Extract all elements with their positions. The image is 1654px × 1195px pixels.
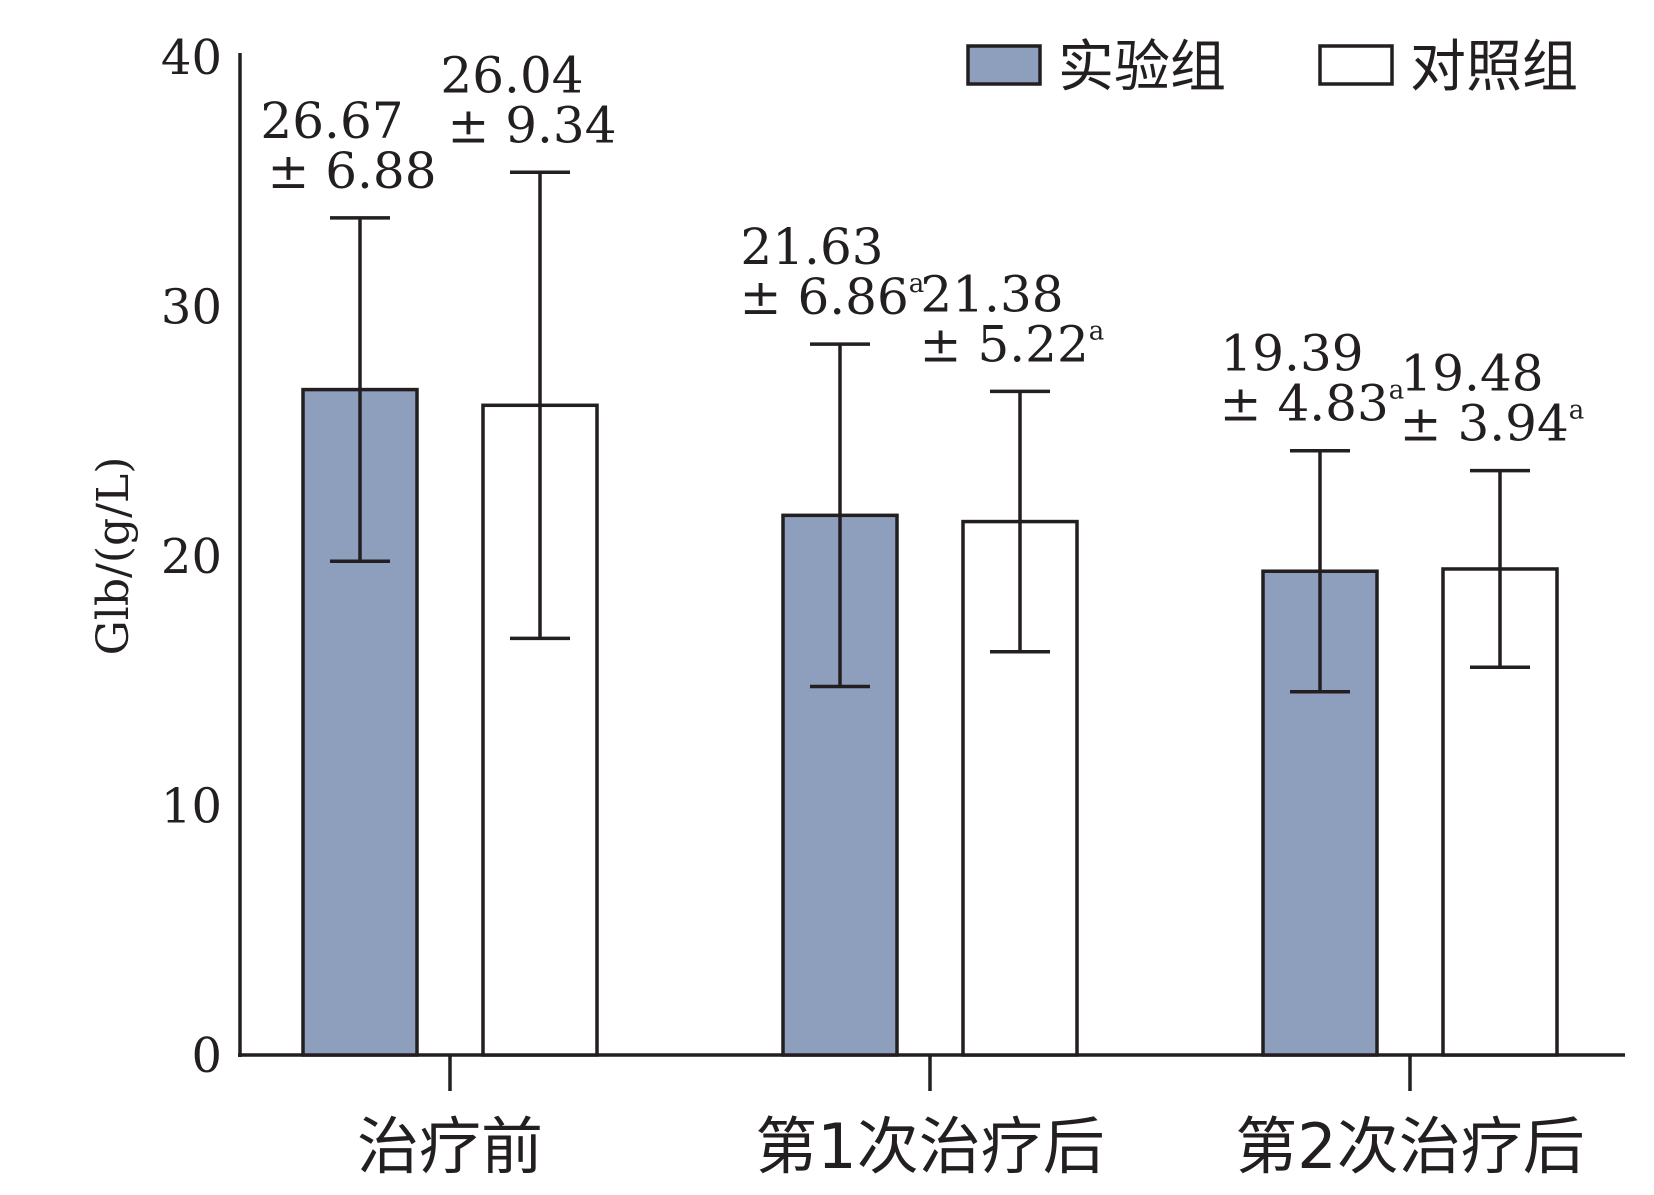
data-label-mean: 26.04 (440, 46, 583, 104)
legend-label: 对照组 (1410, 35, 1578, 100)
axes: 0 10 20 30 40 Glb/(g/L) 治疗前 第1次治疗后 第2次治疗后 (88, 30, 1625, 1183)
significance-mark: a (1389, 376, 1405, 406)
data-label-sd: ± 5.22a (920, 315, 1105, 373)
legend-swatch (966, 44, 1042, 86)
x-tick-label: 治疗前 (357, 1110, 543, 1183)
x-tick-label: 第1次治疗后 (755, 1110, 1104, 1183)
significance-mark: a (909, 269, 925, 299)
y-tick-label: 20 (161, 529, 222, 585)
y-tick-label: 30 (161, 280, 222, 336)
bar (481, 403, 599, 1057)
data-label-sd: ± 9.34 (447, 96, 616, 154)
data-label-sd: ± 6.86a (740, 268, 925, 326)
data-label-sd: ± 4.83a (1220, 375, 1405, 433)
data-label-sd: ± 6.88 (267, 142, 436, 200)
significance-mark: a (1089, 316, 1105, 346)
y-tick-label: 40 (161, 30, 222, 86)
legend-label: 实验组 (1058, 35, 1226, 100)
significance-mark: a (1569, 396, 1585, 426)
data-label-sd: ± 3.94a (1400, 395, 1585, 453)
y-tick-label: 0 (191, 1028, 222, 1084)
y-axis-label: Glb/(g/L) (88, 457, 139, 656)
x-tick-label: 第2次治疗后 (1235, 1110, 1584, 1183)
data-label-mean: 21.38 (920, 265, 1063, 323)
bars (301, 170, 1559, 1057)
data-labels: 26.67± 6.88 21.63± 6.86a 19.39± 4.83a 26.04… (260, 46, 1584, 452)
data-label-mean: 26.67 (260, 92, 403, 150)
y-tick-label: 10 (161, 779, 222, 835)
data-label-mean: 21.63 (740, 218, 883, 276)
legend-swatch (1318, 44, 1394, 86)
data-label-mean: 19.39 (1220, 325, 1363, 383)
legend: 实验组 对照组 (966, 35, 1578, 100)
data-label-mean: 19.48 (1400, 345, 1543, 403)
